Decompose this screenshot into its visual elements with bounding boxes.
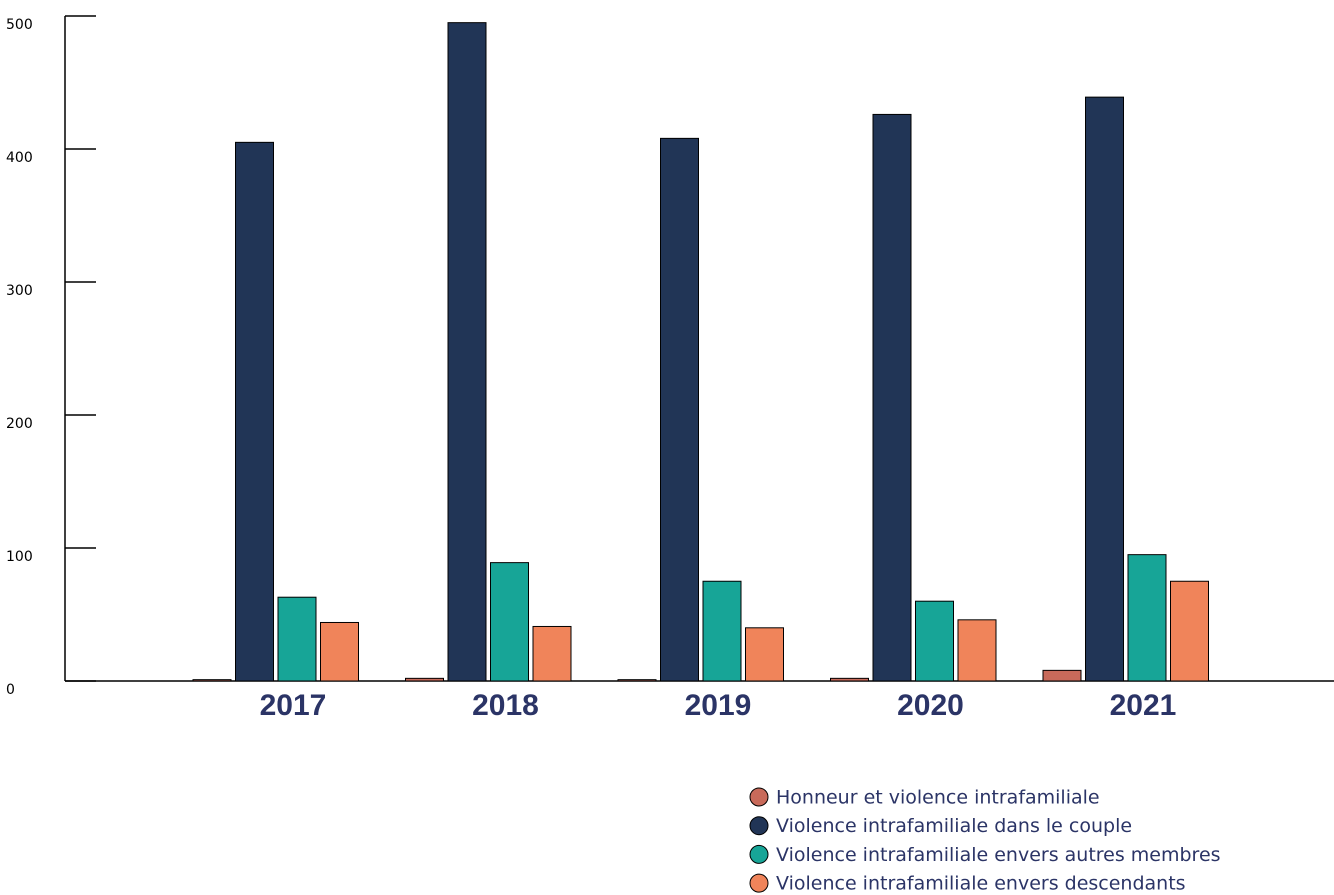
x-tick-label: 2018 — [472, 689, 539, 722]
legend-label: Honneur et violence intrafamiliale — [776, 787, 1100, 809]
bar — [320, 621, 359, 682]
bar — [1085, 96, 1124, 682]
legend-marker — [749, 873, 769, 893]
bar — [702, 580, 742, 682]
y-tick-label: 100 — [6, 549, 33, 565]
bar — [1042, 669, 1082, 682]
x-tick-label: 2017 — [260, 689, 327, 722]
y-tick-label: 0 — [6, 682, 15, 698]
bar — [745, 627, 784, 682]
bar — [405, 677, 444, 682]
bar — [830, 677, 869, 682]
bar — [660, 137, 699, 682]
bar — [277, 596, 317, 682]
legend-label: Violence intrafamiliale envers autres me… — [776, 844, 1221, 866]
legend-marker — [749, 787, 769, 807]
bar — [915, 600, 954, 682]
bar — [1127, 554, 1167, 682]
bar — [957, 619, 997, 682]
bar — [617, 679, 657, 682]
x-tick-label: 2021 — [1110, 689, 1177, 722]
bar — [532, 625, 572, 682]
x-tick-label: 2019 — [685, 689, 752, 722]
y-tick-label: 200 — [6, 416, 33, 432]
y-tick-label: 500 — [6, 17, 33, 33]
bar — [235, 141, 274, 682]
bar — [872, 113, 912, 682]
bar — [447, 22, 487, 682]
y-tick-label: 400 — [6, 150, 33, 166]
legend-marker — [749, 816, 769, 836]
y-tick-label: 300 — [6, 283, 33, 299]
legend-label: Violence intrafamiliale envers descendan… — [776, 873, 1186, 895]
bar — [192, 679, 232, 682]
legend-marker — [749, 844, 769, 864]
bar — [490, 562, 529, 682]
bar — [1170, 580, 1209, 682]
x-tick-label: 2020 — [897, 689, 964, 722]
legend-label: Violence intrafamiliale dans le couple — [776, 815, 1132, 837]
